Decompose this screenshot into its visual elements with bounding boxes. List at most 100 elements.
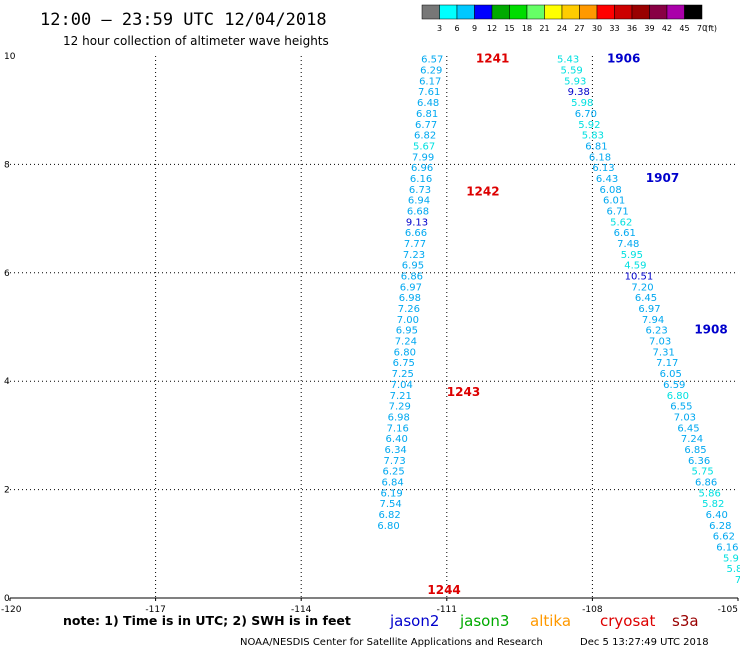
satellite-legend-jason2: jason2 (389, 612, 439, 630)
pass-label: 1241 (476, 52, 509, 66)
wave-height-point: 6.40 (386, 434, 408, 445)
wave-height-point: 5.83 (582, 131, 604, 142)
pass-label: 1243 (447, 385, 480, 399)
scale-swatch (474, 4, 493, 20)
scale-label: 6 (454, 24, 459, 33)
wave-height-point: 5.67 (413, 141, 435, 152)
wave-height-point: 7.17 (656, 358, 678, 369)
wave-height-point: 7.31 (653, 347, 675, 358)
scale-label: 70 (697, 24, 707, 33)
wave-height-point: 5.62 (610, 217, 632, 228)
footer-timestamp: Dec 5 13:27:49 UTC 2018 (580, 637, 709, 648)
wave-height-point: 5.8 (727, 564, 740, 575)
wave-height-point: 6.85 (684, 445, 706, 456)
wave-height-point: 7.21 (390, 391, 412, 402)
wave-height-point: 7.61 (418, 87, 440, 98)
wave-height-point: 7.54 (379, 499, 401, 510)
scale-swatch (439, 4, 458, 20)
scale-label: 21 (539, 24, 549, 33)
wave-height-point: 7.24 (681, 434, 703, 445)
pass-label: 1244 (427, 583, 460, 597)
wave-height-point: 7.16 (387, 423, 409, 434)
wave-height-point: 6.61 (614, 228, 636, 239)
pass-label: 1908 (694, 323, 727, 337)
scale-swatch (544, 4, 563, 20)
pass-label: 1907 (646, 171, 679, 185)
scale-swatch (631, 4, 650, 20)
wave-height-point: 7.03 (674, 412, 696, 423)
y-tick-label: 6 (4, 269, 10, 279)
wave-height-point: 6.13 (592, 163, 614, 174)
scale-label: 3 (437, 24, 442, 33)
wave-height-point: 6.71 (607, 206, 629, 217)
pass-label: 1242 (466, 185, 499, 199)
wave-height-point: 6.82 (414, 131, 436, 142)
scale-label: 27 (574, 24, 584, 33)
wave-height-point: 6.86 (695, 477, 717, 488)
scale-swatch (526, 4, 545, 20)
wave-height-point: 6.18 (589, 152, 611, 163)
scale-swatch (491, 4, 510, 20)
wave-height-point: 7.25 (392, 369, 414, 380)
wave-height-point: 7.03 (649, 337, 671, 348)
wave-height-point: 7.24 (395, 337, 417, 348)
pass-label: 1906 (607, 52, 640, 66)
x-tick-label: -114 (291, 605, 312, 615)
wave-height-point: 7.73 (384, 456, 406, 467)
wave-height-point: 6.19 (380, 488, 402, 499)
wave-height-point: 6.43 (596, 174, 618, 185)
chart-grid (10, 56, 738, 598)
scale-swatch (649, 4, 668, 20)
wave-height-point: 6.75 (393, 358, 415, 369)
scale-swatch (579, 4, 598, 20)
y-tick-label: 2 (4, 486, 10, 496)
wave-height-point: 5.98 (571, 98, 593, 109)
wave-height-point: 6.98 (399, 293, 421, 304)
wave-height-point: 6.70 (575, 109, 597, 120)
wave-height-point: 5.92 (578, 120, 600, 131)
wave-height-point: 6.08 (599, 185, 621, 196)
wave-height-point: 6.80 (394, 347, 416, 358)
scale-swatch (509, 4, 528, 20)
scale-label: (ft) (705, 24, 717, 33)
wave-height-point: 7.20 (631, 282, 653, 293)
scale-label: 24 (557, 24, 567, 33)
wave-height-point: 6.16 (716, 543, 738, 554)
wave-height-point: 6.95 (402, 261, 424, 272)
wave-height-point: 4.59 (624, 261, 646, 272)
wave-height-point: 6.82 (378, 510, 400, 521)
y-tick-label: 0 (4, 594, 10, 604)
scale-swatch (421, 4, 440, 20)
wave-height-point: 7.48 (617, 239, 639, 250)
wave-height-point: 6.73 (409, 185, 431, 196)
wave-height-point: 5.82 (702, 499, 724, 510)
scale-swatch (614, 4, 633, 20)
wave-height-point: 5.43 (557, 55, 579, 66)
wave-height-point: 6.59 (663, 380, 685, 391)
wave-height-point: 7.99 (412, 152, 434, 163)
scale-label: 39 (644, 24, 654, 33)
wave-height-point: 6.29 (420, 66, 442, 77)
wave-height-point: 6.96 (411, 163, 433, 174)
wave-height-point: 6.57 (421, 55, 443, 66)
wave-height-point: 6.84 (381, 477, 403, 488)
satellite-legend-jason3: jason3 (459, 612, 509, 630)
scale-label: 36 (627, 24, 637, 33)
wave-height-point: 5.95 (621, 250, 643, 261)
wave-height-point: 7.04 (391, 380, 413, 391)
chart-subtitle: 12 hour collection of altimeter wave hei… (63, 34, 329, 48)
x-tick-label: -111 (437, 605, 457, 615)
wave-height-point: 6.86 (401, 272, 423, 283)
wave-height-point: 6.40 (706, 510, 728, 521)
scale-label: 12 (487, 24, 497, 33)
y-tick-label: 8 (4, 160, 10, 170)
wave-height-point: 7.26 (398, 304, 420, 315)
wave-height-point: 9.38 (568, 87, 590, 98)
wave-height-point: 7.77 (404, 239, 426, 250)
wave-height-point: 6.01 (603, 196, 625, 207)
wave-height-point: 6.34 (385, 445, 407, 456)
satellite-legend: jason2 jason3 altika cryosat s3a (389, 612, 699, 630)
wave-height-point: 6.45 (635, 293, 657, 304)
wave-height-point: 7.29 (389, 402, 411, 413)
